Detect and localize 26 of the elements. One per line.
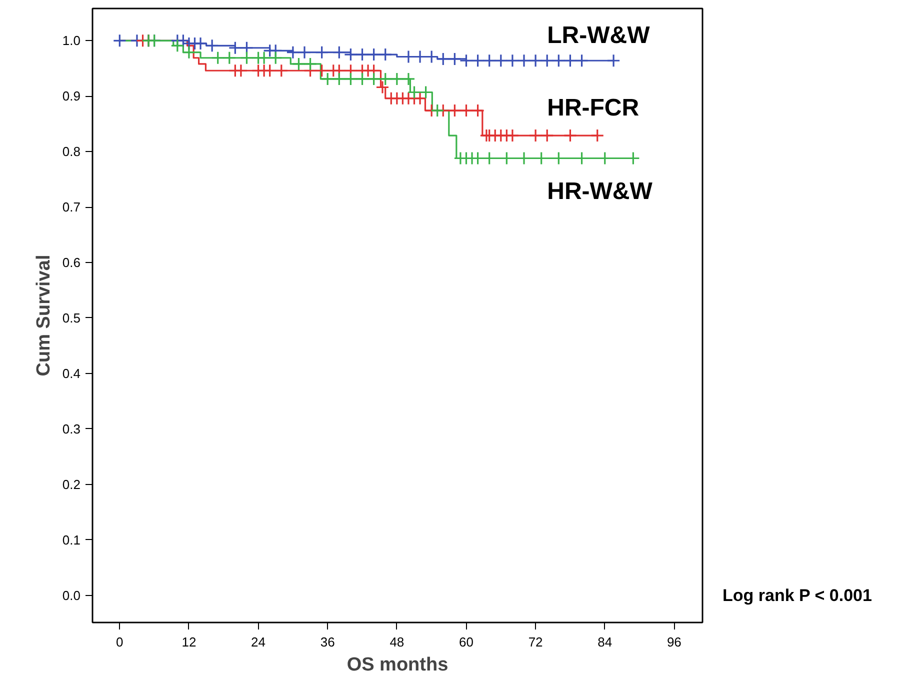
x-tick-label: 84 (598, 634, 612, 650)
y-axis-title: Cum Survival (33, 254, 54, 376)
y-tick-label: 0.0 (62, 588, 81, 603)
x-tick-label: 48 (390, 634, 404, 650)
series-label: HR-FCR (547, 94, 640, 122)
y-tick-label: 0.5 (62, 310, 81, 326)
y-tick-label: 0.2 (62, 476, 81, 492)
series-label: LR-W&W (547, 22, 650, 50)
x-tick-label: 24 (251, 634, 266, 650)
x-tick-label: 60 (459, 634, 474, 650)
y-tick-label: 0.4 (62, 366, 81, 381)
y-tick-label: 0.6 (62, 255, 81, 270)
x-tick-label: 12 (182, 634, 196, 650)
x-tick-label: 36 (320, 634, 335, 650)
y-tick-label: 0.8 (62, 144, 81, 160)
x-tick-label: 0 (116, 634, 124, 650)
y-tick-label: 0.7 (62, 200, 81, 215)
x-axis-title: OS months (346, 654, 448, 676)
x-tick-label: 96 (666, 634, 682, 650)
series-label: HR-W&W (547, 178, 653, 206)
y-tick-label: 1.0 (62, 33, 81, 48)
x-tick-label: 72 (528, 634, 543, 650)
y-tick-label: 0.3 (62, 421, 81, 436)
y-tick-label: 0.9 (62, 88, 81, 104)
text: Log rank P < 0.001 (722, 586, 872, 605)
y-tick-label: 0.1 (62, 532, 81, 548)
